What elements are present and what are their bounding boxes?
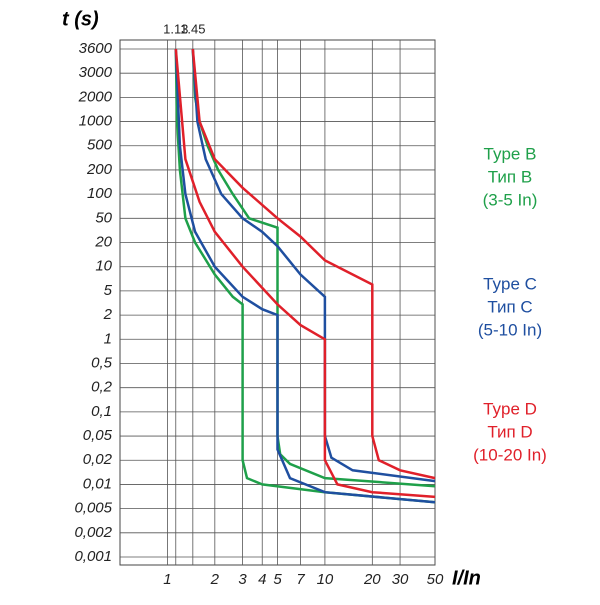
y-tick-label: 2000: [78, 88, 113, 105]
y-tick-label: 0,02: [83, 451, 113, 468]
x-tick-label: 30: [392, 571, 409, 588]
y-tick-label: 3000: [79, 64, 113, 81]
y-tick-label: 50: [95, 209, 112, 226]
y-tick-label: 0,5: [91, 354, 113, 371]
y-tick-label: 10: [95, 258, 112, 275]
y-tick-label: 5: [104, 282, 113, 299]
trip-curve: [191, 48, 436, 480]
legend-label: Type C: [483, 274, 537, 293]
x-tick-label: 50: [427, 571, 444, 588]
trip-curve: [191, 48, 436, 483]
legend-label: Type D: [483, 399, 537, 418]
legend-label: (10-20 In): [473, 445, 547, 464]
y-tick-label: 20: [94, 233, 112, 250]
legend-label: Тип D: [487, 422, 532, 441]
legend-label: (3-5 In): [483, 190, 538, 209]
trip-curve: [174, 48, 436, 504]
legend-label: (5-10 In): [478, 320, 542, 339]
x-tick-label: 3: [238, 571, 247, 588]
legend-label: Тип B: [488, 167, 532, 186]
legend-label: Type B: [484, 144, 537, 163]
y-tick-label: 200: [86, 161, 113, 178]
x-tick-label: 7: [296, 571, 305, 588]
x-tick-label: 4: [258, 571, 266, 588]
y-tick-label: 100: [87, 185, 113, 202]
y-tick-label: 0,2: [91, 379, 113, 396]
y-tick-label: 0,002: [74, 524, 112, 541]
trip-curve: [174, 48, 436, 499]
y-tick-label: 500: [87, 137, 113, 154]
trip-curve: [174, 48, 436, 504]
trip-curve: [191, 48, 436, 488]
y-tick-label: 0,001: [74, 548, 112, 565]
legend-label: Тип C: [487, 297, 532, 316]
x-tick-label: 1: [163, 571, 171, 588]
y-tick-label: 0,1: [91, 403, 112, 420]
x-tick-label: 10: [317, 571, 334, 588]
x-tick-label: 2: [210, 571, 220, 588]
y-tick-label: 0,05: [83, 427, 113, 444]
x-axis-title: I/In: [452, 567, 481, 589]
x-tick-label: 20: [363, 571, 381, 588]
y-tick-label: 1: [104, 330, 112, 347]
x-top-tick-label: 1.13: [163, 21, 188, 36]
x-top-tick-label: 1.45: [180, 21, 205, 36]
y-tick-label: 2: [103, 306, 113, 323]
y-tick-label: 0,01: [83, 475, 112, 492]
y-tick-label: 3600: [79, 40, 113, 57]
y-tick-label: 0,005: [74, 500, 112, 517]
x-tick-label: 5: [273, 571, 282, 588]
y-tick-label: 1000: [79, 113, 113, 130]
y-axis-title: t (s): [62, 8, 99, 30]
